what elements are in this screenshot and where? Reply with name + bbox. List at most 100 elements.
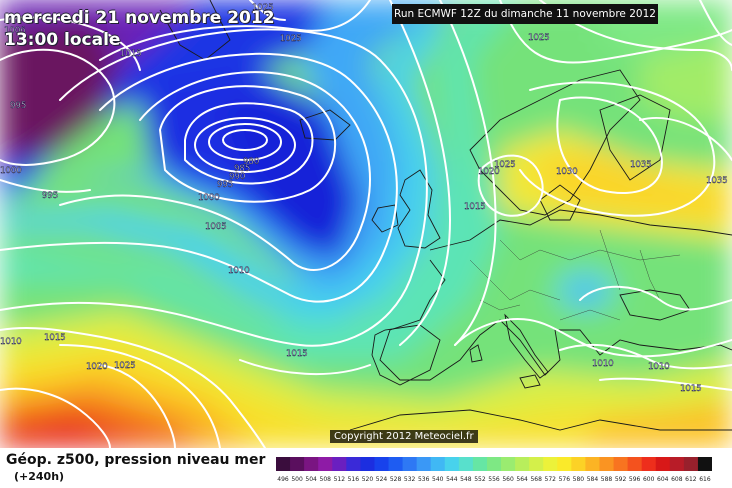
scale-label: 612 bbox=[685, 476, 697, 483]
scale-label: 588 bbox=[601, 476, 613, 483]
geopotential-field bbox=[0, 0, 732, 448]
isobar-label: 1020 bbox=[86, 362, 108, 372]
isobar-label: 995 bbox=[42, 191, 58, 201]
scale-swatch bbox=[444, 457, 460, 471]
scale-swatch bbox=[416, 457, 432, 471]
scale-label: 572 bbox=[545, 476, 557, 483]
scale-label: 500 bbox=[291, 476, 303, 483]
scale-swatch bbox=[430, 457, 446, 471]
isobar-label: 1035 bbox=[706, 176, 728, 186]
scale-swatch bbox=[655, 457, 671, 471]
isobar-labels: 1025 1006 1015 1025 995 1000 995 980 985… bbox=[0, 3, 728, 394]
scale-label: 560 bbox=[502, 476, 514, 483]
scale-label: 508 bbox=[320, 476, 332, 483]
scale-swatch bbox=[388, 457, 404, 471]
scale-swatch bbox=[515, 457, 530, 471]
scale-label: 544 bbox=[446, 476, 458, 483]
scale-swatch bbox=[374, 457, 390, 471]
pressure-map: 1025 1006 1015 1025 995 1000 995 980 985… bbox=[0, 0, 732, 448]
scale-swatch bbox=[599, 457, 615, 471]
scale-swatch bbox=[585, 457, 600, 471]
scale-label: 540 bbox=[432, 476, 444, 483]
scale-label: 604 bbox=[657, 476, 669, 483]
scale-label: 576 bbox=[559, 476, 571, 483]
scale-swatch bbox=[360, 457, 375, 471]
isobar-label: 995 bbox=[10, 101, 26, 111]
scale-swatch bbox=[697, 457, 712, 471]
scale-swatch bbox=[304, 457, 319, 471]
scale-swatch bbox=[290, 457, 305, 471]
isobar-label: 1010 bbox=[592, 359, 614, 369]
scale-swatch bbox=[402, 457, 418, 471]
scale-label: 596 bbox=[629, 476, 641, 483]
scale-swatch bbox=[627, 457, 643, 471]
scale-label: 520 bbox=[362, 476, 374, 483]
isobar-label: 1005 bbox=[205, 222, 227, 232]
scale-label: 524 bbox=[376, 476, 388, 483]
color-scale: 496 500 504 508 512 516 520 524 528 532 536 540 544 5… bbox=[276, 457, 712, 483]
scale-swatch bbox=[683, 457, 699, 471]
isobar-label: 1000 bbox=[198, 193, 220, 203]
scale-label: 516 bbox=[348, 476, 360, 483]
isobar-label: 1020 bbox=[478, 167, 500, 177]
scale-label: 536 bbox=[418, 476, 430, 483]
scale-swatch bbox=[641, 457, 657, 471]
scale-swatch bbox=[669, 457, 685, 471]
isobar-label: 1010 bbox=[228, 266, 250, 276]
scale-swatch bbox=[486, 457, 502, 471]
isobar-label: 995 bbox=[217, 180, 233, 190]
legend-subtitle: (+240h) bbox=[14, 470, 65, 483]
legend-title: Géop. z500, pression niveau mer bbox=[6, 452, 266, 468]
scale-label: 608 bbox=[671, 476, 683, 483]
isobar-label: 1025 bbox=[280, 34, 302, 44]
scale-label: 504 bbox=[305, 476, 317, 483]
isobar-label: 1015 bbox=[120, 49, 142, 59]
scale-swatch bbox=[501, 457, 516, 471]
isobar-label: 1006 bbox=[4, 26, 26, 36]
scale-label: 552 bbox=[474, 476, 486, 483]
isobar-label: 1025 bbox=[494, 160, 516, 170]
scale-swatch bbox=[557, 457, 572, 471]
isobar-label: 1025 bbox=[114, 361, 136, 371]
scale-label: 616 bbox=[699, 476, 711, 483]
scale-swatch bbox=[543, 457, 558, 471]
isobar-label: 1030 bbox=[556, 167, 578, 177]
scale-label: 592 bbox=[615, 476, 627, 483]
borders bbox=[469, 229, 681, 321]
scale-label: 496 bbox=[277, 476, 289, 483]
isobar-label: 1025 bbox=[528, 33, 550, 43]
scale-swatch bbox=[571, 457, 586, 471]
scale-swatch bbox=[529, 457, 544, 471]
scale-label: 580 bbox=[573, 476, 585, 483]
scale-label: 584 bbox=[587, 476, 599, 483]
isobar-label: 1015 bbox=[286, 349, 308, 359]
scale-swatch bbox=[458, 457, 474, 471]
scale-label: 532 bbox=[404, 476, 416, 483]
isobar-label: 1015 bbox=[680, 384, 702, 394]
isobar-label: 1010 bbox=[648, 362, 670, 372]
scale-label: 564 bbox=[516, 476, 528, 483]
forecast-time: 13:00 locale bbox=[4, 30, 121, 50]
isobar-label: 985 bbox=[234, 164, 250, 174]
isobar-label: 990 bbox=[229, 172, 245, 182]
isobar-label: 1035 bbox=[630, 160, 652, 170]
isobar-label: 1015 bbox=[464, 202, 486, 212]
scale-swatch bbox=[346, 457, 361, 471]
scale-label: 528 bbox=[390, 476, 402, 483]
scale-swatch bbox=[318, 457, 333, 471]
run-info: Run ECMWF 12Z du dimanche 11 novembre 20… bbox=[392, 4, 658, 24]
isobar-label: 1015 bbox=[44, 333, 66, 343]
scale-swatch bbox=[276, 457, 291, 471]
isobar-label: 1025 bbox=[252, 3, 274, 13]
copyright-notice: Copyright 2012 Meteociel.fr bbox=[330, 430, 478, 443]
scale-swatch bbox=[613, 457, 629, 471]
scale-label: 568 bbox=[530, 476, 542, 483]
scale-label: 556 bbox=[488, 476, 500, 483]
scale-swatch bbox=[472, 457, 488, 471]
isobar-label: 980 bbox=[243, 157, 259, 167]
isobar-label: 1010 bbox=[0, 337, 22, 347]
scale-label: 600 bbox=[643, 476, 655, 483]
isobars bbox=[0, 0, 732, 448]
scale-label: 548 bbox=[460, 476, 472, 483]
